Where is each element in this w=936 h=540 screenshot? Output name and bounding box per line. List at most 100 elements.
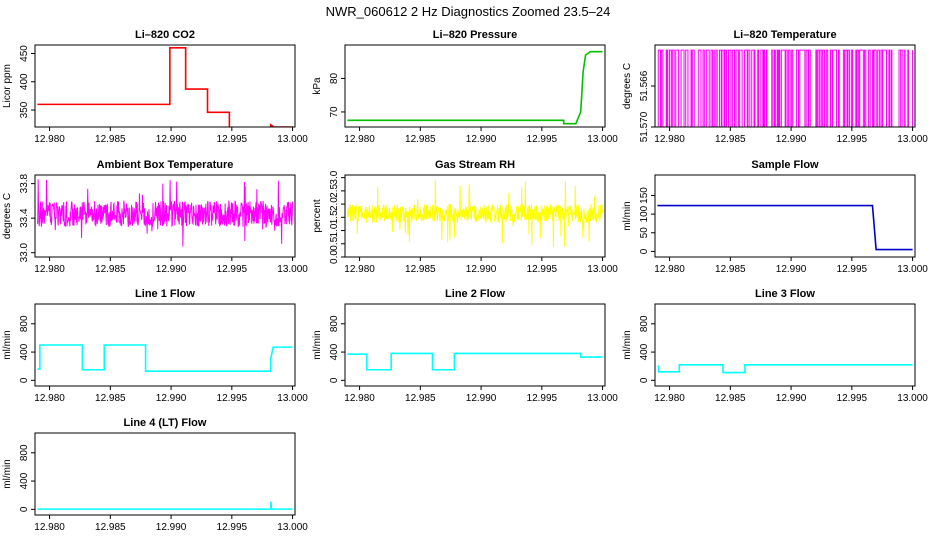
series-line <box>347 50 603 125</box>
panel-title: Line 1 Flow <box>135 288 195 300</box>
series-line <box>37 47 293 127</box>
panel-title: Gas Stream RH <box>435 159 515 171</box>
x-tick-label: 13.000 <box>587 134 618 145</box>
y-tick-label: 0 <box>639 248 650 254</box>
y-tick-label: 2.0 <box>329 197 340 211</box>
x-tick-label: 12.995 <box>527 393 558 404</box>
x-tick-label: 12.980 <box>34 393 65 404</box>
panel-line-1-flow: Line 1 Flow ml/min 12.980 12.985 12.990 12.99… <box>2 288 308 404</box>
x-tick-label: 12.990 <box>466 264 497 275</box>
y-tick-label: 800 <box>19 444 30 461</box>
plot-frame <box>654 44 916 128</box>
y-tick-label: 3.0 <box>329 170 340 184</box>
series-line <box>657 49 914 127</box>
panel-li-820-co2: Li–820 CO2 Licor ppm 12.980 12.985 12.990 12.… <box>2 29 308 145</box>
panel-title: Line 4 (LT) Flow <box>124 417 207 429</box>
y-tick-label: 0 <box>19 506 30 512</box>
x-tick-label: 12.980 <box>344 134 375 145</box>
x-tick-label: 12.995 <box>837 134 868 145</box>
y-axis-label: ml/min <box>2 330 13 359</box>
panel-title: Sample Flow <box>751 159 819 171</box>
y-tick-label: 33.8 <box>19 173 30 193</box>
y-axis-label: degrees C <box>2 193 13 239</box>
x-tick-label: 12.985 <box>95 264 126 275</box>
panel-title: Line 3 Flow <box>755 288 815 300</box>
x-tick-label: 12.985 <box>95 134 126 145</box>
y-axis-label: ml/min <box>622 330 633 359</box>
x-tick-label: 12.990 <box>466 134 497 145</box>
x-tick-label: 12.995 <box>217 134 248 145</box>
panel-ambient-box-temperature: Ambient Box Temperature degrees C 12.980 12… <box>2 159 308 275</box>
x-tick-label: 13.000 <box>897 264 928 275</box>
y-tick-label: 150 <box>639 187 650 204</box>
x-tick-label: 12.980 <box>654 264 685 275</box>
y-tick-label: 400 <box>19 73 30 90</box>
panel-title: Li–820 Pressure <box>433 29 517 41</box>
x-tick-label: 12.985 <box>405 134 436 145</box>
x-tick-label: 13.000 <box>897 134 928 145</box>
y-axis-label: kPa <box>312 77 323 95</box>
x-tick-label: 13.000 <box>587 393 618 404</box>
y-axis-label: ml/min <box>312 330 323 359</box>
plot-frame <box>34 432 296 516</box>
x-tick-label: 13.000 <box>897 393 928 404</box>
x-tick-label: 12.995 <box>527 134 558 145</box>
panel-grid: Li–820 CO2 Licor ppm 12.980 12.985 12.990 12.… <box>2 29 928 533</box>
y-tick-label: 800 <box>329 315 340 332</box>
y-tick-label: 70 <box>329 106 340 118</box>
x-tick-label: 12.985 <box>95 393 126 404</box>
y-tick-label: 0 <box>329 377 340 383</box>
x-tick-label: 12.990 <box>156 264 187 275</box>
x-tick-label: 12.995 <box>527 264 558 275</box>
plot-frame <box>344 174 606 258</box>
x-tick-label: 12.980 <box>344 393 375 404</box>
y-tick-label: 100 <box>639 205 650 222</box>
x-tick-label: 12.985 <box>405 264 436 275</box>
panel-line-4-lt-flow: Line 4 (LT) Flow ml/min 12.980 12.985 12.990… <box>2 417 308 533</box>
x-tick-label: 12.980 <box>654 393 685 404</box>
figure-title: NWR_060612 2 Hz Diagnostics Zoomed 23.5–… <box>326 4 611 19</box>
y-tick-label: 51.566 <box>639 70 650 101</box>
x-tick-label: 12.985 <box>715 393 746 404</box>
plot-frame <box>34 174 296 258</box>
y-tick-label: 0.0 <box>329 250 340 264</box>
y-tick-label: 33.0 <box>19 243 30 263</box>
y-axis-label: ml/min <box>2 459 13 488</box>
panel-line-2-flow: Line 2 Flow ml/min 12.980 12.985 12.990 12.99… <box>312 288 618 404</box>
y-axis-label: Licor ppm <box>2 64 13 108</box>
y-tick-label: 1.0 <box>329 223 340 237</box>
plot-frame <box>34 44 296 128</box>
series-line <box>657 363 913 374</box>
x-tick-label: 12.995 <box>217 393 248 404</box>
x-tick-label: 12.995 <box>217 264 248 275</box>
x-tick-label: 13.000 <box>587 264 618 275</box>
x-tick-label: 12.990 <box>776 134 807 145</box>
x-tick-label: 12.990 <box>776 264 807 275</box>
x-tick-label: 12.990 <box>156 522 187 533</box>
y-tick-label: 51.570 <box>639 111 650 142</box>
y-tick-label: 0 <box>639 377 650 383</box>
x-tick-label: 12.990 <box>466 393 497 404</box>
y-tick-label: 400 <box>329 343 340 360</box>
x-tick-label: 12.990 <box>156 393 187 404</box>
y-tick-label: 80 <box>329 72 340 84</box>
y-axis-label: percent <box>312 199 323 233</box>
series-line <box>36 179 294 247</box>
panel-li-820-pressure: Li–820 Pressure kPa 12.980 12.985 12.990 12.9… <box>312 29 618 145</box>
panel-line-3-flow: Line 3 Flow ml/min 12.980 12.985 12.990 12.99… <box>622 288 928 404</box>
y-tick-label: 1.5 <box>329 210 340 224</box>
y-tick-label: 350 <box>19 101 30 118</box>
series-line <box>657 204 913 251</box>
series-line <box>37 344 293 372</box>
x-tick-label: 12.980 <box>654 134 685 145</box>
series-line <box>347 352 603 371</box>
series-line <box>346 180 604 247</box>
panel-title: Li–820 CO2 <box>135 29 195 41</box>
series-line <box>37 501 293 510</box>
x-tick-label: 12.990 <box>156 134 187 145</box>
x-tick-label: 12.985 <box>405 393 436 404</box>
y-axis-label: degrees C <box>622 63 633 109</box>
panel-gas-stream-rh: Gas Stream RH percent 12.980 12.985 12.990 12… <box>312 159 618 275</box>
y-tick-label: 50 <box>639 227 650 239</box>
x-tick-label: 12.985 <box>715 134 746 145</box>
